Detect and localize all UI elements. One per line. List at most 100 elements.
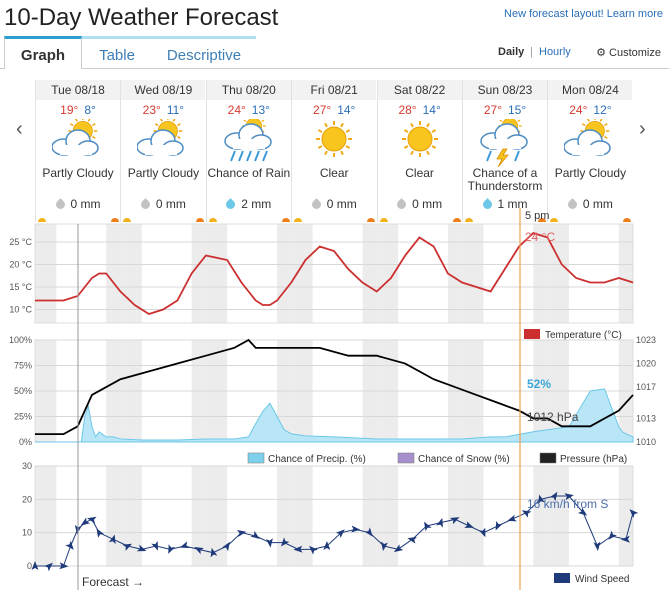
night-shade [205,224,228,323]
day-condition: Partly Cloudy [127,166,200,180]
snow-legend-label: Chance of Snow (%) [418,454,510,465]
precip-tick-label: 25% [14,412,32,422]
wind-direction-arrow [43,562,53,572]
night-shade [447,466,463,566]
wind-tick-label: 10 [22,528,32,538]
day-card[interactable]: Sun 08/23 27° 15° Chance of a Thunderstor… [462,80,547,222]
wind-direction-arrow [323,541,331,551]
wind-direction-arrow [194,546,204,555]
wind-direction-arrow [549,491,558,502]
wind-direction-arrow [449,517,460,525]
wind-direction-arrow [424,521,432,532]
night-shade [120,466,142,566]
prev-arrow-button[interactable]: ‹ [16,118,23,140]
wind-direction-arrow [564,493,574,501]
day-precip: 1 mm [463,197,547,211]
day-card[interactable]: Fri 08/21 27° 14° Clear 0 mm [291,80,377,222]
sunrise-sunset-icons [38,218,119,222]
night-shade [618,466,633,566]
sunset-icon [196,218,205,222]
night-shade [120,224,142,323]
wind-direction-arrow [608,530,617,540]
day-precip: 0 mm [378,197,462,211]
wind-direction-arrow [31,561,39,570]
sunrise-sunset-icons [294,218,376,222]
day-card[interactable]: Sat 08/22 28° 14° Clear 0 mm [376,80,462,222]
day-date: Fri 08/21 [292,80,377,100]
sunrise-sunset-icons [550,218,632,222]
pressure-tick-label: 1020 [636,359,656,369]
night-shade [618,224,633,323]
view-hourly[interactable]: Hourly [539,46,571,58]
panel-frame [34,223,634,324]
day-low-temp: 8° [84,103,96,117]
night-shade [376,224,399,323]
wind-speed-line [35,495,634,567]
day-precip: 0 mm [548,197,632,211]
sunrise-icon [379,218,388,222]
night-shade [106,466,121,566]
wind-direction-arrow [577,507,588,516]
pressure-legend-swatch [539,452,557,464]
day-precip: 2 mm [207,197,291,211]
wind-direction-arrow [108,534,116,545]
tab-graph[interactable]: Graph [4,36,82,69]
partly-cloudy-icon [564,119,612,156]
temp-tick-label: 15 °C [9,282,32,292]
day-card[interactable]: Mon 08/24 24° 12° Partly Cloudy 0 mm [547,80,633,222]
wind-direction-arrow [593,541,601,551]
wind-direction-arrow [335,529,345,538]
day-card[interactable]: Tue 08/18 19° 8° Partly Cloudy 0 mm [35,80,120,222]
wind-tick-label: 30 [22,461,32,471]
night-shade [447,224,463,323]
precip-tick-label: 75% [14,361,32,371]
wind-direction-arrow [168,544,176,554]
day-high-temp: 27° [313,103,332,117]
sunrise-icon [465,218,473,222]
night-shade [376,466,399,566]
hover-time-label: 5 pm [525,210,549,222]
sunrise-icon [550,218,559,222]
night-shade [362,224,377,323]
new-layout-link[interactable]: New forecast layout! Learn more [504,8,663,20]
view-daily[interactable]: Daily [498,46,525,58]
day-condition: Clear [405,166,434,180]
pressure-legend-label: Pressure (hPa) [560,454,627,465]
wind-direction-arrow [407,536,417,544]
sunset-icon [281,218,290,222]
wind-direction-arrow [250,530,260,539]
day-card[interactable]: Wed 08/19 23° 11° Partly Cloudy 0 mm [120,80,206,222]
night-shade [533,466,548,566]
precip-tick-label: 0% [19,437,32,447]
wind-legend-swatch [554,573,570,583]
sunrise-icon [294,218,303,222]
day-precip-amount: 1 mm [497,197,528,211]
wind-direction-arrow [80,517,91,526]
day-condition: Chance of a Thunderstorm [467,166,543,193]
wind-direction-arrow [464,521,474,528]
day-high-temp: 24° [227,103,246,117]
day-date: Mon 08/24 [548,80,633,100]
night-shade [291,224,313,323]
tab-descriptive[interactable]: Descriptive [152,36,256,68]
wind-direction-arrow [280,537,290,547]
temp-tick-label: 20 °C [9,260,32,270]
day-high-temp: 27° [483,103,502,117]
partly-cloudy-icon [52,119,99,156]
wind-direction-arrow [507,514,517,522]
day-date: Sat 08/22 [377,80,462,100]
day-card[interactable]: Thu 08/20 24° 13° Chance of Rain 2 mm [205,80,291,222]
day-precip-amount: 2 mm [241,197,272,211]
customize-button[interactable]: ⚙ Customize [596,46,661,59]
night-shade [462,224,484,323]
wind-direction-arrow [381,541,388,551]
sunrise-icon [208,218,217,222]
next-arrow-button[interactable]: › [639,118,646,140]
tab-table[interactable]: Table [82,36,152,68]
sunrise-sunset-icons [465,218,546,222]
sunrise-sunset-icons [208,218,290,222]
wind-direction-arrow [236,529,247,537]
day-high-temp: 28° [398,103,417,117]
wind-direction-arrow [495,520,503,531]
